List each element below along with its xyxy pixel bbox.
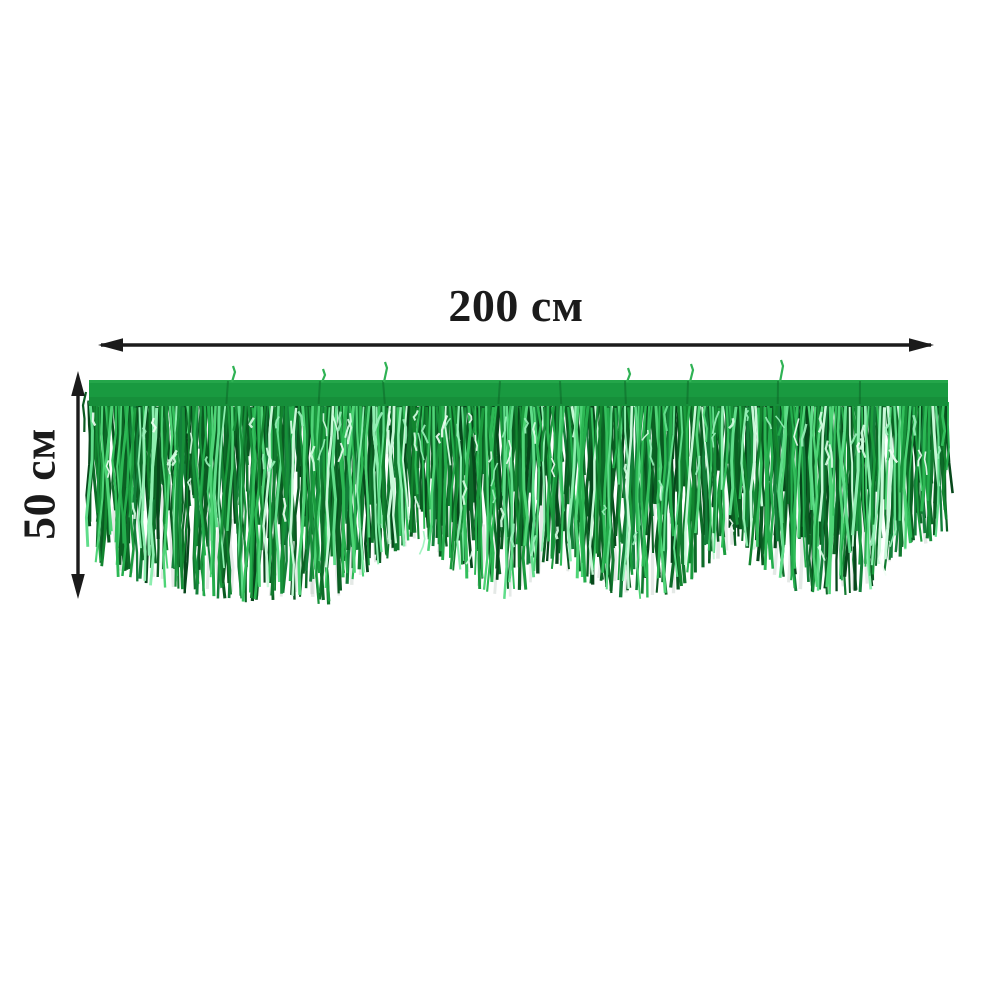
arrowhead-left-icon <box>98 338 123 352</box>
garland-band-highlight <box>89 380 948 383</box>
height-dimension-label: 50 см <box>13 428 65 540</box>
height-dimension-arrow <box>71 371 85 599</box>
width-dimension-label: 200 см <box>448 280 584 331</box>
arrowhead-down-icon <box>71 574 85 599</box>
tinsel-fringe <box>81 391 954 605</box>
garland-top-band <box>89 380 948 406</box>
arrowhead-right-icon <box>909 338 934 352</box>
garland-band-creases <box>225 359 861 405</box>
garland-band-shade <box>89 397 948 406</box>
arrowhead-up-icon <box>71 371 85 396</box>
width-dimension-arrow <box>98 338 934 352</box>
